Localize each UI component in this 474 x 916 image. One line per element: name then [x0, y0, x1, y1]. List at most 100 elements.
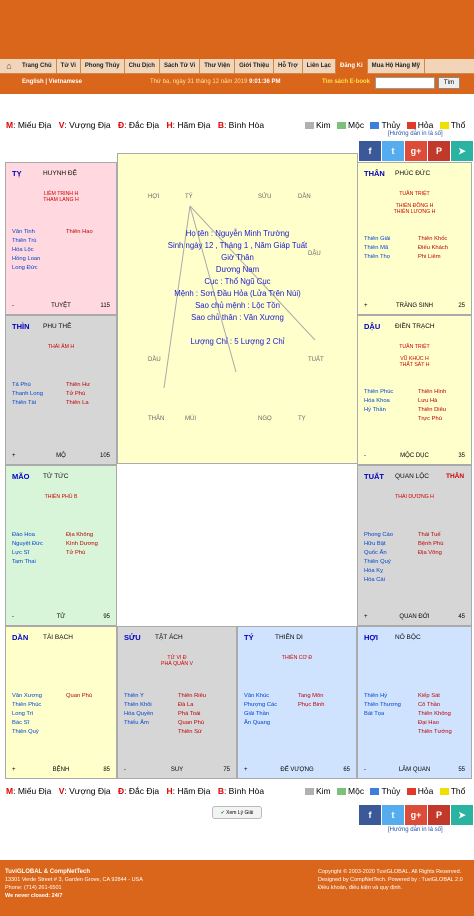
hour-line: Giờ Thân — [221, 253, 254, 262]
footer-address: 13301 Verde Street # 3, Garden Grove, CA… — [5, 877, 143, 883]
minor-stars-right: Thiên Khốc Điếu Khách Phi Liêm — [418, 236, 448, 260]
nav-item-chu-dich[interactable]: Chu Dịch — [125, 58, 160, 74]
palace-branch: TUẤT — [364, 472, 384, 481]
facebook-icon[interactable]: f — [359, 805, 381, 825]
hoa-swatch — [406, 788, 416, 796]
minor-stars-left: Văn Xương Thiên Phúc Long Trì Bác Sĩ Thi… — [12, 693, 42, 735]
legend-moc: Mộc — [348, 120, 365, 130]
palace-cell: DẬU ĐIỀN TRẠCH TUẦN TRIỆT VŨ KHÚC H THẤT S… — [357, 315, 472, 465]
nav-item-ho-tro[interactable]: Hỗ Trợ — [274, 58, 303, 74]
moc-swatch — [337, 788, 347, 796]
print-guide-link[interactable]: [Hướng dẫn in lá số] — [388, 131, 443, 137]
print-icon[interactable]: P — [428, 141, 450, 161]
life-stage: TRÀNG SINH — [395, 303, 433, 309]
major-stars: TUẦN TRIỆT VŨ KHÚC H THẤT SÁT H — [399, 344, 430, 368]
life-stage: TỬ — [56, 614, 66, 620]
decade-age: 95 — [103, 614, 110, 620]
legend-key-h: H — [166, 786, 173, 796]
minor-stars-left: Thiên Phúc Hóa Khoa Hỷ Thần — [364, 389, 394, 413]
minor-stars-left: Văn Khúc Phượng Các Giải Thần Ân Quang — [244, 693, 278, 726]
legend-tho: Thổ — [450, 786, 466, 796]
footer-left: TuviGLOBAL & CompNetTech 13301 Verde Str… — [5, 868, 143, 900]
legend-key-m: M — [6, 786, 14, 796]
legend-kim: Kim — [316, 786, 331, 796]
luong-chi-line: Lượng Chỉ : 5 Lượng 2 Chỉ — [190, 337, 285, 346]
minor-stars-left: Phong Cáo Hữu Bật Quốc Ấn Thiên Quý Hóa … — [364, 532, 394, 583]
major-stars: THÁI DƯƠNG H — [395, 494, 434, 500]
major-stars: TỬ VI Đ PHÁ QUÂN V — [161, 655, 193, 667]
birth-line: Sinh ngày 12 , Tháng 1 , Năm Giáp Tuất — [167, 241, 308, 250]
decade-age: 35 — [458, 453, 465, 459]
footer-copyright: Copyright © 2003-2020 TuviGLOBAL. All Ri… — [318, 869, 462, 875]
element-legend: Kim Mộc Thủy Hỏa Thổ — [305, 120, 465, 130]
minor-stars-left: Thiên Hỷ Thiên Thương Bát Tọa — [364, 693, 401, 717]
search-button[interactable]: Tìm — [438, 77, 460, 89]
decade-age: 115 — [100, 303, 110, 309]
yin-yang-sign: - — [124, 767, 126, 773]
footer-terms[interactable]: Điều khoản, điều kiện và quy định. — [318, 885, 403, 891]
yin-yang-sign: + — [244, 767, 248, 773]
life-stage: QUAN ĐỚI — [399, 614, 430, 620]
minor-stars-right: Thái Tuế Bệnh Phù Địa Võng — [418, 532, 444, 556]
palace-branch: THÌN — [12, 322, 30, 331]
xem-ly-giai-button[interactable]: ✔ Xem Lý Giải — [212, 806, 262, 819]
yin-yang-sign: + — [12, 767, 16, 773]
branch-ty2: TỴ — [298, 416, 306, 422]
google-plus-icon[interactable]: g+ — [405, 805, 427, 825]
legend-kim: Kim — [316, 120, 331, 130]
legend-thuy: Thủy — [381, 786, 401, 796]
branch-ty: TÝ — [185, 194, 193, 200]
nav-item-phong-thuy[interactable]: Phong Thủy — [81, 58, 125, 74]
twitter-icon[interactable]: t — [382, 141, 404, 161]
language-links[interactable]: English | Vietnamese — [22, 79, 82, 85]
legend-text-v: : Vượng Địa — [64, 120, 111, 130]
palace-name: NÔ BỘC — [395, 634, 421, 641]
telegram-icon[interactable]: ➤ — [451, 141, 473, 161]
nav-item-lien-lac[interactable]: Liên Lạc — [303, 58, 336, 74]
twitter-icon[interactable]: t — [382, 805, 404, 825]
google-plus-icon[interactable]: g+ — [405, 141, 427, 161]
palace-branch: SỬU — [124, 633, 141, 642]
major-stars: THIÊN PHỦ B — [44, 494, 78, 500]
kim-swatch — [305, 122, 314, 130]
home-icon[interactable]: ⌂ — [6, 61, 12, 71]
nav-item-dang-ki[interactable]: Đăng Kí — [335, 58, 368, 74]
yin-yang-sign: + — [364, 303, 368, 309]
legend-moc: Mộc — [348, 786, 365, 796]
nav-item-trang-chu[interactable]: Trang Chủ — [18, 58, 57, 74]
print-guide-link-bottom[interactable]: [Hướng dẫn in lá số] — [388, 827, 443, 833]
life-stage: LÂM QUAN — [398, 767, 431, 773]
print-icon[interactable]: P — [428, 805, 450, 825]
nav-item-tu-vi[interactable]: Tử Vi — [57, 58, 81, 74]
legend-text-b: : Bình Hòa — [223, 786, 265, 796]
minor-stars-right: Thiên Hư Tử Phù Thiên La — [66, 382, 91, 406]
palace-cell: TỴ HUYNH ĐỆ LIÊM TRINH H THAM LANG H Văn Ti… — [5, 162, 117, 315]
sub-bar: English | Vietnamese Thứ ba, ngày 31 thá… — [0, 74, 474, 94]
major-stars: TUẦN TRIỆT THIÊN ĐỒNG H THIÊN LƯƠNG H — [393, 191, 436, 215]
minor-stars-right: Thiên Hao — [66, 229, 93, 235]
major-stars: THÁI ÂM H — [47, 344, 75, 350]
nav-item-mua-ho[interactable]: Mua Hộ Hàng Mỹ — [368, 58, 425, 74]
aspect-lines — [163, 205, 316, 389]
legend-key-h: H — [166, 120, 173, 130]
branch-dau: DẬU — [308, 251, 321, 257]
telegram-icon[interactable]: ➤ — [451, 805, 473, 825]
decade-age: 45 — [458, 614, 465, 620]
palace-cell: DẦN TÀI BẠCH Văn Xương Thiên Phúc Long Trì… — [5, 626, 117, 779]
nav-item-gioi-thieu[interactable]: Giới Thiệu — [235, 58, 275, 74]
minor-stars-right: Quan Phù — [66, 693, 93, 699]
name-line: Họ tên : Nguyễn Minh Trường — [185, 229, 290, 238]
nav-item-thu-vien[interactable]: Thư Viện — [200, 58, 236, 74]
palace-name: PHÚC ĐỨC — [395, 170, 431, 177]
facebook-icon[interactable]: f — [359, 141, 381, 161]
palace-cell: THÂN PHÚC ĐỨC TUẦN TRIỆT THIÊN ĐỒNG H THIÊ… — [357, 162, 472, 315]
palace-branch: DẬU — [364, 322, 381, 331]
palace-cell: THÌN PHU THÊ THÁI ÂM H Tả Phù Thanh Long Th… — [5, 315, 117, 465]
tho-swatch — [439, 788, 449, 796]
minor-stars-left: Thiên Giải Thiên Mã Thiên Thọ — [364, 236, 391, 260]
footer-hours: We never closed: 24/7 — [5, 893, 63, 899]
nav-item-sach-tu-vi[interactable]: Sách Tử Vi — [160, 58, 201, 74]
center-info-panel: Họ tên : Nguyễn Minh Trường Sinh ngày 12… — [117, 153, 358, 464]
legend-key-d: Đ — [118, 786, 125, 796]
ebook-search-input[interactable] — [375, 77, 435, 89]
